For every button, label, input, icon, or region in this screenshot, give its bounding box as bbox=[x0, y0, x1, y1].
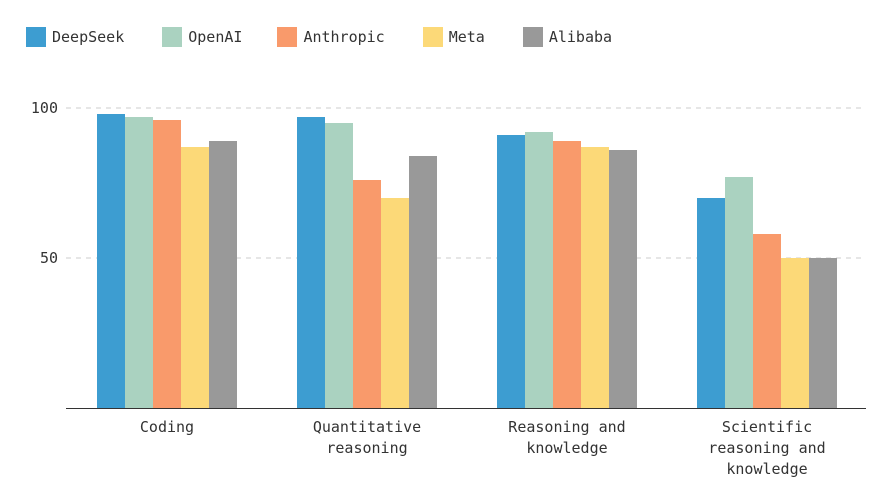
legend: DeepSeek OpenAI Anthropic Meta Alibaba bbox=[26, 27, 612, 47]
x-tick-label: Scientific reasoning and knowledge bbox=[708, 418, 825, 478]
legend-label: DeepSeek bbox=[52, 28, 125, 46]
bar-meta bbox=[581, 147, 609, 408]
bar-deepseek bbox=[697, 198, 725, 408]
bar-alibaba bbox=[209, 141, 237, 408]
bar-meta bbox=[781, 258, 809, 408]
bar-openai bbox=[525, 132, 553, 408]
bar-deepseek bbox=[297, 117, 325, 408]
y-tick-label: 50 bbox=[40, 249, 58, 267]
x-tick-label: Coding bbox=[140, 418, 194, 436]
bar-anthropic bbox=[553, 141, 581, 408]
legend-swatch bbox=[522, 27, 543, 47]
bar-meta bbox=[181, 147, 209, 408]
legend-label: OpenAI bbox=[188, 28, 243, 46]
bar-anthropic bbox=[353, 180, 381, 408]
legend-item-anthropic: Anthropic bbox=[277, 27, 385, 47]
bar-alibaba bbox=[609, 150, 637, 408]
legend-label: Anthropic bbox=[303, 28, 385, 46]
bar-anthropic bbox=[753, 234, 781, 408]
bar-alibaba bbox=[409, 156, 437, 408]
legend-item-alibaba: Alibaba bbox=[522, 27, 613, 47]
legend-label: Alibaba bbox=[548, 28, 613, 46]
bar-alibaba bbox=[809, 258, 837, 408]
bar-deepseek bbox=[497, 135, 525, 408]
bar-openai bbox=[125, 117, 153, 408]
bar-deepseek bbox=[97, 114, 125, 408]
legend-swatch bbox=[162, 27, 183, 47]
bar-anthropic bbox=[153, 120, 181, 408]
x-tick-label: Reasoning and knowledge bbox=[508, 418, 625, 457]
legend-item-openai: OpenAI bbox=[162, 27, 242, 47]
legend-label: Meta bbox=[448, 28, 485, 46]
legend-item-deepseek: DeepSeek bbox=[26, 27, 124, 47]
legend-swatch bbox=[26, 27, 46, 47]
x-tick-label: Quantitative reasoning bbox=[313, 418, 421, 457]
legend-swatch bbox=[422, 27, 443, 47]
legend-item-meta: Meta bbox=[422, 27, 485, 47]
legend-swatch bbox=[277, 27, 298, 47]
bar-openai bbox=[325, 123, 353, 408]
bar-openai bbox=[725, 177, 753, 408]
bar-meta bbox=[381, 198, 409, 408]
y-tick-label: 100 bbox=[31, 99, 58, 117]
